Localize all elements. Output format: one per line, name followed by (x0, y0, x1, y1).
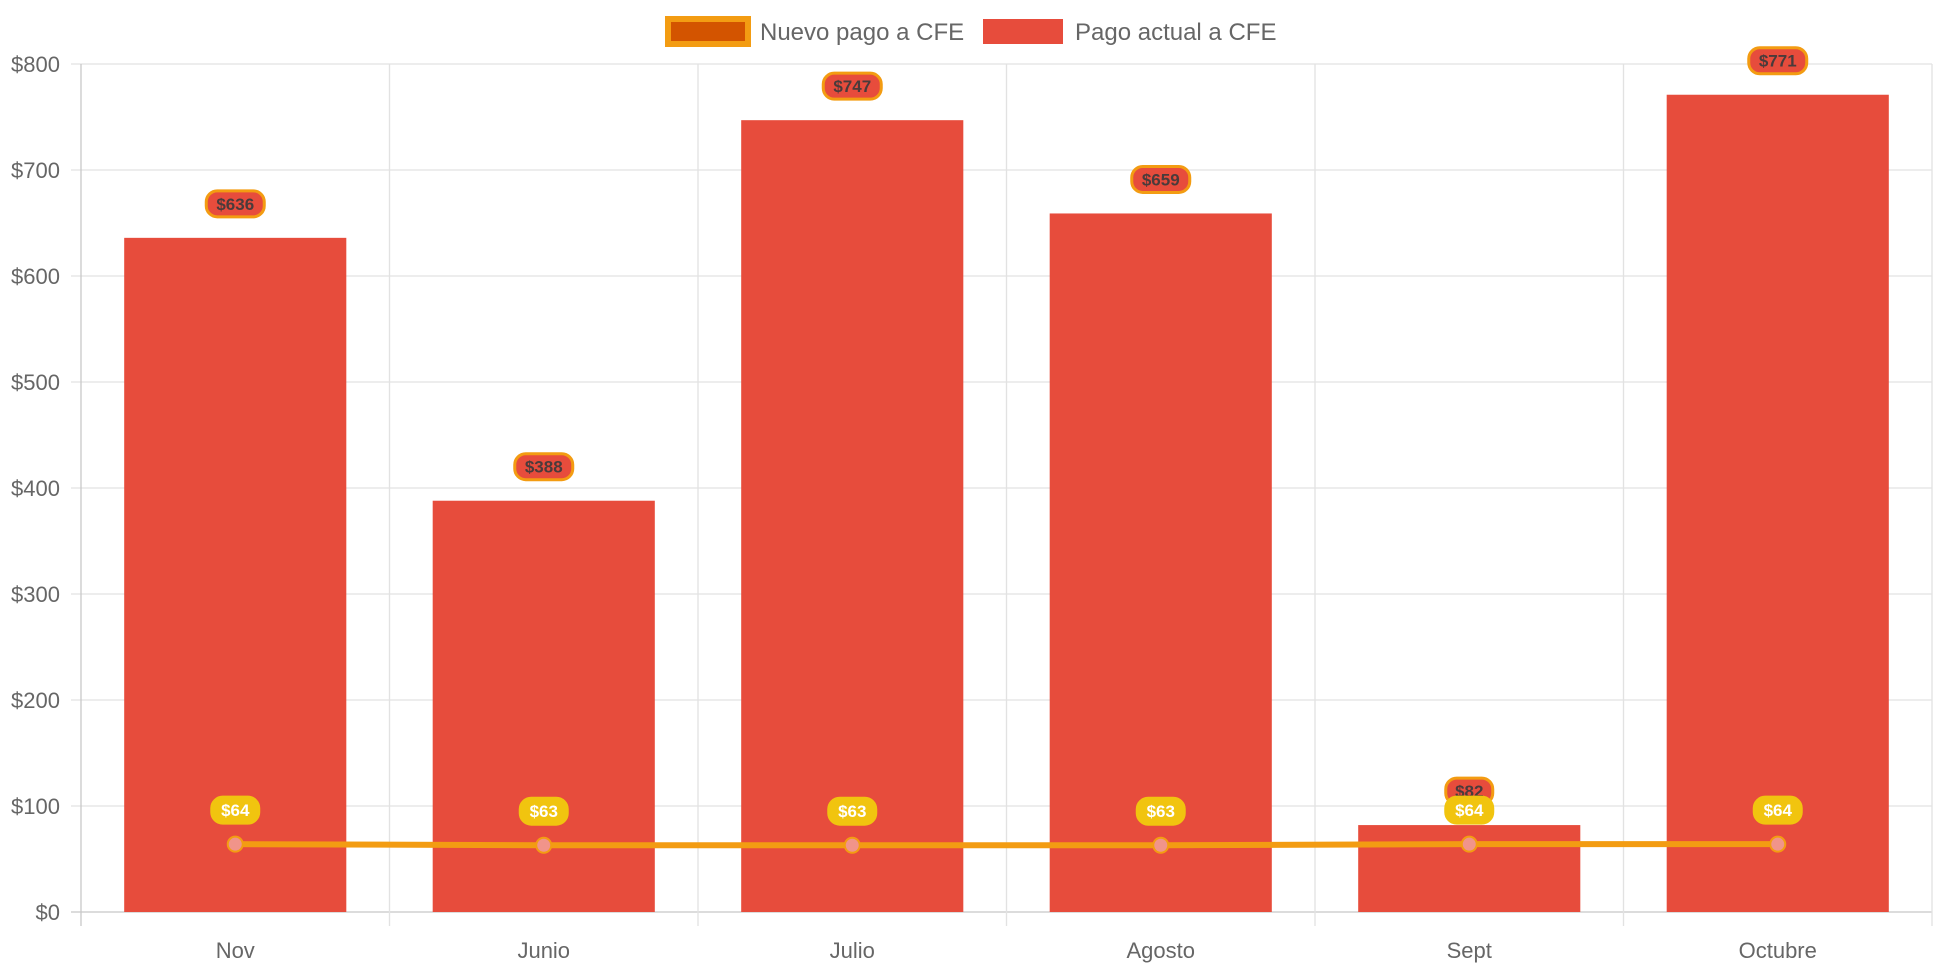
line-value-label: $63 (838, 802, 866, 821)
x-tick-label: Julio (830, 938, 875, 963)
bar-value-label: $659 (1142, 170, 1180, 189)
line-value-label-bg (1135, 796, 1186, 826)
line-point[interactable] (226, 835, 244, 853)
line-value-label: $64 (1764, 801, 1793, 820)
line-series (226, 835, 1787, 854)
bar-value-label-bg (821, 71, 883, 101)
bar-value-label: $388 (525, 458, 563, 477)
y-tick-label: $700 (11, 158, 60, 183)
x-tick-label: Octubre (1739, 938, 1817, 963)
y-tick-label: $300 (11, 582, 60, 607)
legend-item-pago-actual[interactable]: Pago actual a CFE (983, 19, 1276, 46)
series-line (235, 841, 1778, 849)
line-point[interactable] (1460, 835, 1478, 853)
axes: $0 $100 $200 $300 $400 $500 $600 $700 $800 Nov Jun… (11, 52, 1817, 963)
y-tick-label: $400 (11, 476, 60, 501)
legend: Nuevo pago a CFE Pago actual a CFE (665, 16, 1276, 47)
y-tick-label: $500 (11, 370, 60, 395)
bar[interactable] (741, 120, 964, 913)
x-tick-label: Junio (517, 938, 570, 963)
x-tick-label: Sept (1447, 938, 1492, 963)
legend-swatch-pago-actual (983, 19, 1063, 44)
y-tick-label: $200 (11, 688, 60, 713)
line-value-label-bg (210, 795, 261, 825)
line-value-label: $63 (530, 802, 558, 821)
line-point[interactable] (1152, 836, 1170, 854)
line-point[interactable] (843, 836, 861, 854)
bar-value-label-bg (1747, 46, 1809, 76)
bar-value-label-bg (1130, 164, 1192, 194)
y-tick-label: $600 (11, 264, 60, 289)
line-value-label-bg (518, 796, 569, 826)
line-value-label-bg (827, 796, 878, 826)
legend-item-nuevo-pago[interactable]: Nuevo pago a CFE (665, 16, 964, 47)
line-value-label: $64 (1455, 801, 1484, 820)
legend-label-nuevo-pago: Nuevo pago a CFE (760, 19, 964, 46)
bar-value-label: $771 (1759, 52, 1797, 71)
data-labels: $636$388$747$659$82$771$64 $63 $63 $63 $64 $6… (204, 46, 1809, 826)
bar[interactable] (1666, 94, 1889, 913)
bar-value-label: $747 (833, 77, 871, 96)
x-tick-label: Nov (216, 938, 255, 963)
bar-value-label: $636 (216, 195, 254, 214)
line-point[interactable] (1769, 835, 1787, 853)
grid (71, 63, 1933, 926)
line-value-label-bg (1752, 795, 1803, 825)
bar-value-label-bg (513, 452, 575, 482)
y-tick-label: $800 (11, 52, 60, 77)
line-value-label-bg (1444, 795, 1495, 825)
x-tick-label: Agosto (1127, 938, 1196, 963)
legend-swatch-nuevo-pago (665, 16, 751, 47)
bar[interactable] (1049, 213, 1272, 912)
legend-label-pago-actual: Pago actual a CFE (1075, 19, 1276, 46)
line-value-label: $64 (221, 801, 250, 820)
bar-value-label-bg (204, 189, 266, 219)
y-tick-label: $100 (11, 794, 60, 819)
y-tick-label: $0 (36, 900, 60, 925)
line-point[interactable] (535, 836, 553, 854)
line-value-label: $63 (1147, 802, 1175, 821)
